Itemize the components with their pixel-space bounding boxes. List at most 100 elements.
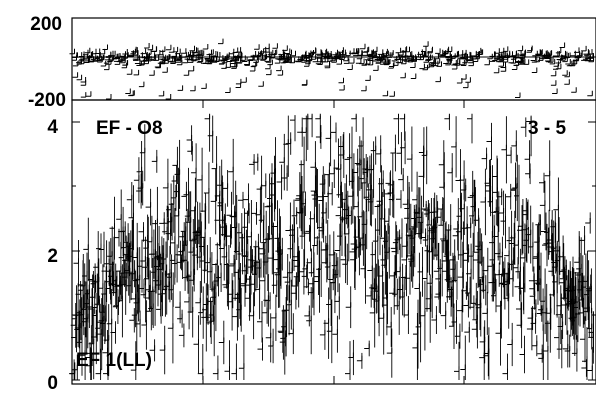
amplitude-point	[437, 204, 444, 210]
amplitude-point	[587, 365, 593, 371]
amplitude-point	[141, 320, 147, 326]
amplitude-point	[309, 213, 315, 220]
amplitude-point	[342, 204, 349, 211]
amplitude-point	[516, 304, 522, 310]
amplitude-point	[87, 304, 94, 310]
phase-point	[467, 55, 473, 62]
phase-point	[468, 60, 474, 67]
phase-point	[362, 50, 368, 56]
phase-point	[189, 45, 195, 52]
amplitude-point	[580, 334, 586, 340]
amplitude-point	[450, 264, 456, 270]
amplitude-point	[563, 283, 570, 289]
amplitude-point	[361, 177, 367, 184]
amplitude-point	[438, 220, 444, 226]
amplitude-point	[150, 249, 156, 255]
amplitude-point	[331, 260, 338, 267]
amplitude-point	[544, 170, 551, 177]
amplitude-point	[259, 275, 266, 282]
amplitude-point	[237, 249, 244, 255]
amplitude-point	[554, 332, 560, 339]
amplitude-point	[236, 227, 243, 234]
amplitude-point	[453, 224, 459, 230]
phase-point	[183, 70, 190, 76]
amplitude-point	[498, 269, 504, 275]
phase-point	[276, 65, 282, 72]
amplitude-point	[324, 169, 330, 176]
amplitude-point	[405, 273, 411, 279]
amplitude-point	[397, 233, 403, 239]
amplitude-point	[83, 244, 89, 250]
amplitude-point	[384, 247, 390, 253]
amplitude-point	[430, 227, 437, 234]
amplitude-point	[364, 343, 370, 349]
amplitude-point	[484, 178, 491, 184]
amplitude-point	[457, 272, 464, 278]
phase-point	[568, 60, 574, 66]
phase-point	[125, 88, 131, 94]
phase-point	[98, 55, 104, 61]
amplitude-point	[108, 278, 114, 285]
amplitude-point	[471, 324, 478, 330]
amplitude-point	[507, 339, 513, 345]
amplitude-point	[170, 192, 177, 199]
amplitude-point	[107, 271, 114, 277]
amplitude-point	[142, 235, 149, 241]
amplitude-point	[390, 270, 396, 277]
amplitude-point	[458, 249, 464, 256]
amplitude-point	[80, 304, 87, 310]
amplitude-point	[301, 271, 308, 277]
amplitude-point	[525, 168, 531, 175]
amplitude-point	[520, 122, 527, 128]
phase-point	[372, 46, 378, 53]
amplitude-point	[397, 284, 404, 290]
amplitude-point	[342, 259, 348, 265]
amplitude-point	[420, 232, 427, 238]
amplitude-point	[529, 291, 536, 297]
phase-point	[427, 46, 433, 53]
phase-point	[159, 58, 166, 65]
phase-point	[312, 56, 319, 63]
amplitude-point	[140, 256, 146, 262]
amplitude-point	[138, 226, 144, 233]
phase-point	[564, 79, 570, 85]
amplitude-y-tick-label-4: 4	[47, 117, 58, 138]
phase-point	[361, 85, 367, 92]
phase-point	[274, 58, 281, 64]
amplitude-point	[374, 296, 380, 302]
phase-point	[196, 57, 203, 63]
amplitude-point	[226, 210, 232, 216]
amplitude-point	[113, 300, 119, 307]
amplitude-point	[82, 313, 89, 320]
amplitude-point	[269, 190, 276, 196]
phase-point	[162, 67, 168, 73]
amplitude-point	[470, 201, 476, 208]
amplitude-point	[154, 251, 161, 258]
amplitude-point	[413, 329, 419, 335]
amplitude-point	[508, 259, 514, 265]
amplitude-point	[516, 320, 523, 326]
amplitude-point	[126, 280, 132, 287]
amplitude-point	[377, 271, 384, 277]
phase-point	[365, 75, 371, 81]
phase-point	[395, 47, 402, 54]
amplitude-point	[367, 196, 374, 203]
amplitude-point	[376, 196, 382, 202]
amplitude-point	[491, 290, 497, 297]
amplitude-point	[125, 241, 132, 247]
amplitude-point	[289, 224, 295, 231]
amplitude-point	[556, 300, 562, 307]
amplitude-point	[162, 182, 169, 189]
phase-point	[94, 48, 101, 54]
amplitude-point	[412, 194, 418, 201]
phase-point	[278, 54, 284, 61]
amplitude-point	[265, 295, 271, 302]
amplitude-point	[530, 318, 537, 324]
amplitude-point	[402, 199, 409, 205]
amplitude-point	[456, 211, 462, 217]
phase-point	[122, 49, 128, 55]
phase-point	[305, 52, 311, 59]
amplitude-point	[436, 212, 442, 218]
amplitude-point	[444, 113, 450, 120]
amplitude-point	[431, 222, 438, 229]
